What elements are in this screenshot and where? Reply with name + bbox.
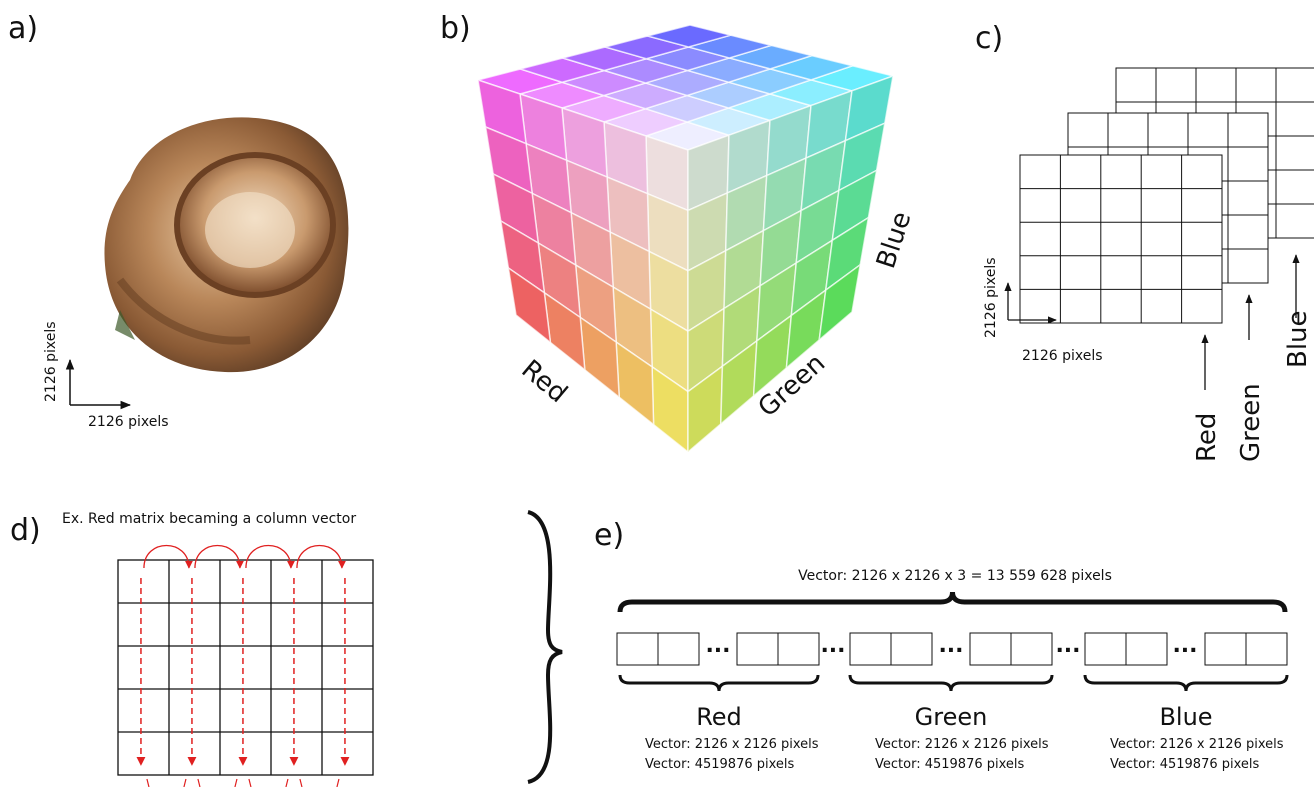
vector-cell	[891, 633, 932, 665]
panel-label: a)	[8, 11, 38, 46]
axis-label: 2126 pixels	[43, 321, 59, 402]
channel-count: Vector: 4519876 pixels	[645, 757, 795, 772]
ellipsis: ...	[705, 633, 730, 658]
vector-cell	[1011, 633, 1052, 665]
axis-label: Blue	[871, 208, 917, 272]
channel-count: Vector: 4519876 pixels	[875, 757, 1025, 772]
panel-label: d)	[10, 513, 41, 548]
vector-cell	[1126, 633, 1167, 665]
brace	[620, 675, 818, 691]
channel-count: Vector: 4519876 pixels	[1110, 757, 1260, 772]
layer-label: Blue	[1283, 310, 1313, 368]
axis-label: 2126 pixels	[88, 414, 169, 430]
axis-label: 2126 pixels	[983, 257, 999, 338]
channel-size: Vector: 2126 x 2126 pixels	[1110, 737, 1284, 752]
panel-label: e)	[594, 518, 624, 553]
channel-name: Blue	[1159, 703, 1212, 731]
vector-cell	[617, 633, 658, 665]
brace	[528, 512, 562, 782]
wrap-arrow	[300, 779, 339, 787]
panel-label: b)	[440, 11, 471, 46]
vector-cell	[1205, 633, 1246, 665]
wrap-arrow	[249, 779, 288, 787]
ellipsis: ...	[820, 633, 845, 658]
channel-grids	[1020, 68, 1314, 323]
vector-cell	[658, 633, 699, 665]
wrap-arrow	[147, 779, 186, 787]
axis-label: Red	[516, 354, 573, 409]
vector-cell	[1085, 633, 1126, 665]
vector-cell	[970, 633, 1011, 665]
figure: a) 2126 pixels 2126 pixels b) Red Green …	[0, 0, 1314, 787]
brace	[620, 592, 1285, 612]
brace	[1085, 675, 1287, 691]
red-matrix	[118, 546, 373, 787]
matrix	[118, 560, 373, 775]
layer-label: Red	[1192, 413, 1222, 462]
channel-name: Green	[915, 703, 988, 731]
ellipsis: ...	[1055, 633, 1080, 658]
layer-label: Green	[1236, 383, 1266, 462]
matrix	[1020, 155, 1222, 323]
wrap-arrow	[198, 779, 237, 787]
total-vector: Vector: 2126 x 2126 x 3 = 13 559 628 pix…	[798, 568, 1112, 584]
axis-label: 2126 pixels	[1022, 348, 1103, 364]
vector-cell	[778, 633, 819, 665]
vector-row: ............... Red Vector: 2126 x 2126 pi…	[617, 592, 1287, 772]
channel-size: Vector: 2126 x 2126 pixels	[875, 737, 1049, 752]
caption: Ex. Red matrix becaming a column vector	[62, 511, 356, 527]
ellipsis: ...	[1172, 633, 1197, 658]
vector-cell	[737, 633, 778, 665]
brace	[850, 675, 1052, 691]
channel-size: Vector: 2126 x 2126 pixels	[645, 737, 819, 752]
panel-label: c)	[975, 21, 1003, 56]
ellipsis: ...	[938, 633, 963, 658]
vector-cell	[850, 633, 891, 665]
seed-photo	[104, 117, 348, 372]
channel-name: Red	[696, 703, 742, 731]
vector-cell	[1246, 633, 1287, 665]
